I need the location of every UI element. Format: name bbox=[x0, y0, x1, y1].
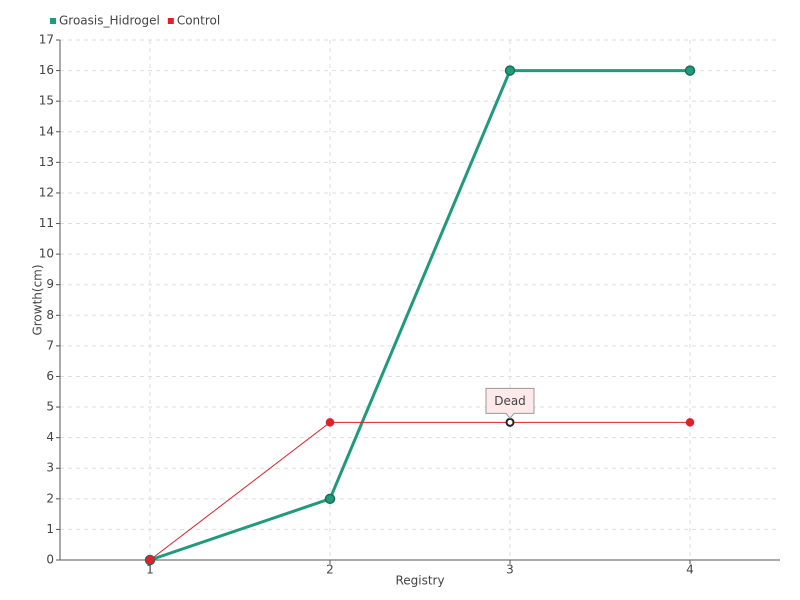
y-tick-label: 13 bbox=[39, 155, 54, 169]
annotation-text: Dead bbox=[494, 394, 526, 408]
y-tick-label: 3 bbox=[46, 461, 54, 475]
x-tick-label: 4 bbox=[686, 563, 694, 577]
y-axis-label: Growth(cm) bbox=[31, 264, 45, 335]
y-tick-label: 15 bbox=[39, 94, 54, 108]
y-tick-label: 9 bbox=[46, 277, 54, 291]
annotation-box bbox=[485, 387, 535, 420]
legend-swatch bbox=[167, 18, 174, 24]
y-tick-label: 2 bbox=[46, 491, 54, 505]
data-point bbox=[145, 555, 155, 565]
data-point bbox=[324, 493, 336, 505]
y-tick-label: 0 bbox=[46, 553, 54, 567]
legend-swatch bbox=[50, 18, 56, 24]
data-point bbox=[684, 65, 696, 76]
x-axis-label: Registry bbox=[395, 574, 444, 588]
x-tick-label: 3 bbox=[506, 563, 514, 577]
y-tick-label: 17 bbox=[39, 33, 54, 47]
data-point bbox=[505, 417, 515, 427]
y-tick-label: 14 bbox=[39, 124, 54, 138]
data-point bbox=[685, 418, 695, 427]
legend-label: Control bbox=[177, 14, 220, 28]
series-line bbox=[149, 69, 690, 562]
y-tick-label: 1 bbox=[46, 522, 54, 536]
x-tick-label: 1 bbox=[146, 563, 154, 577]
y-tick-label: 12 bbox=[39, 185, 54, 199]
data-point bbox=[325, 418, 335, 427]
series-line bbox=[149, 421, 690, 561]
data-point bbox=[504, 65, 516, 76]
y-tick-label: 6 bbox=[46, 369, 54, 383]
y-tick-label: 10 bbox=[39, 247, 54, 261]
legend-label: Groasis_Hidrogel bbox=[59, 14, 160, 28]
y-tick-label: 5 bbox=[46, 400, 54, 414]
y-tick-label: 11 bbox=[39, 216, 54, 230]
y-tick-label: 8 bbox=[46, 308, 54, 322]
y-tick-label: 4 bbox=[46, 430, 54, 444]
x-tick-label: 2 bbox=[326, 563, 334, 577]
y-tick-label: 7 bbox=[46, 338, 54, 352]
y-tick-label: 16 bbox=[39, 63, 54, 77]
